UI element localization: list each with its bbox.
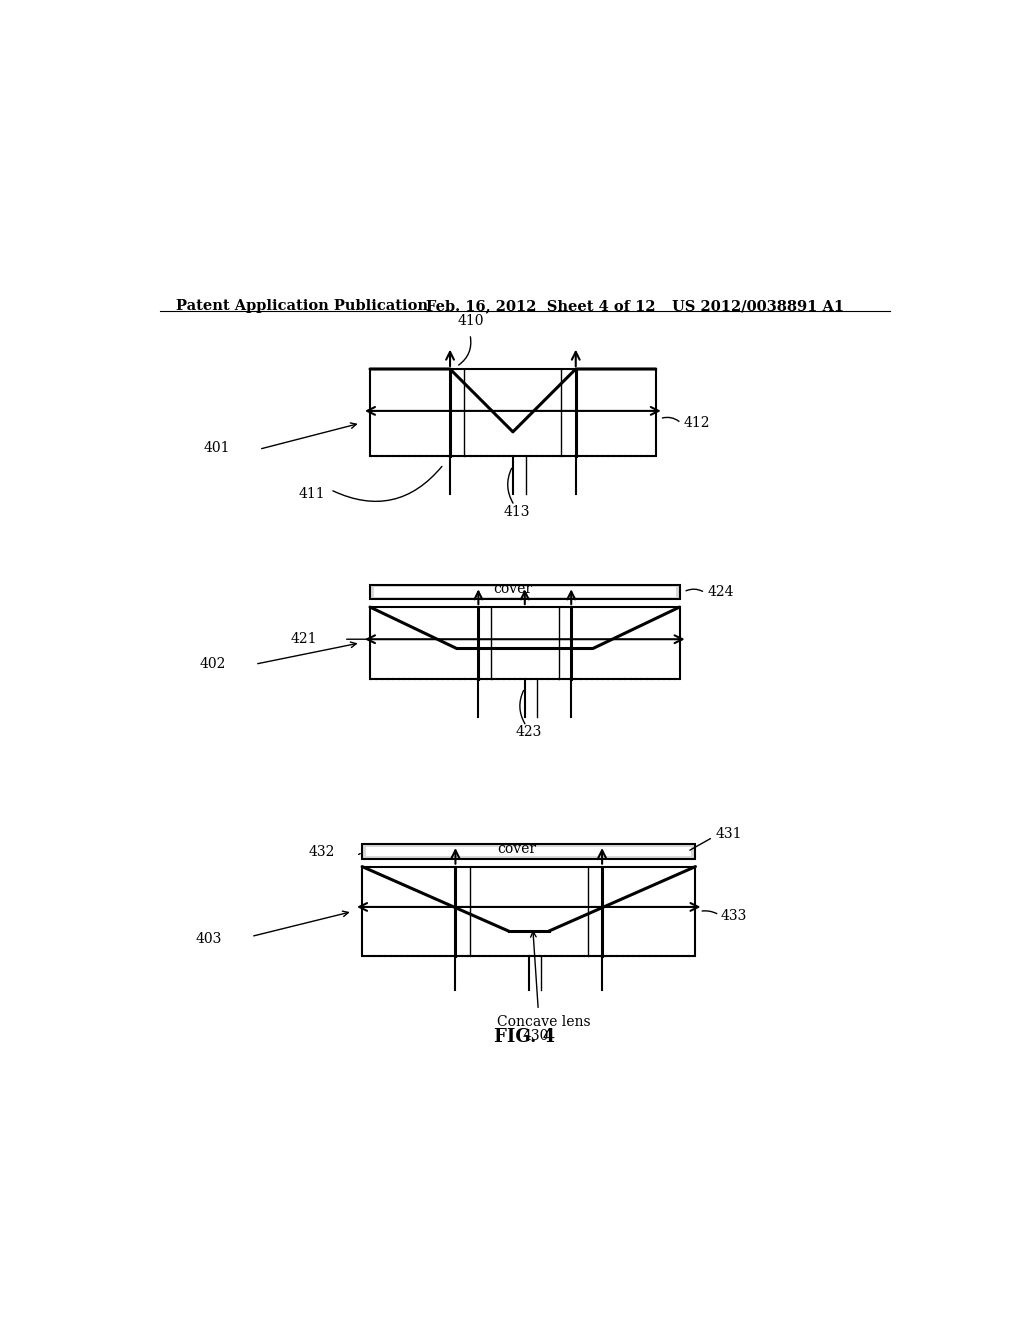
Text: 401: 401 xyxy=(204,441,230,455)
Text: US 2012/0038891 A1: US 2012/0038891 A1 xyxy=(672,300,844,313)
Text: Concave lens: Concave lens xyxy=(497,1015,591,1030)
Text: 403: 403 xyxy=(196,932,222,946)
Text: 413: 413 xyxy=(504,504,529,519)
Bar xyxy=(362,845,695,858)
Text: 423: 423 xyxy=(515,725,542,739)
Bar xyxy=(374,587,676,597)
Bar xyxy=(367,846,691,857)
Text: 431: 431 xyxy=(715,828,741,841)
Bar xyxy=(370,370,655,457)
Text: cover: cover xyxy=(497,842,537,855)
Text: 412: 412 xyxy=(684,416,710,430)
Text: 411: 411 xyxy=(299,487,326,502)
Text: FIG. 4: FIG. 4 xyxy=(495,1028,555,1047)
Text: 432: 432 xyxy=(308,845,335,858)
Text: 430: 430 xyxy=(522,1028,549,1043)
Text: 424: 424 xyxy=(708,585,734,599)
Text: 421: 421 xyxy=(291,632,317,647)
Bar xyxy=(370,607,680,678)
Text: 410: 410 xyxy=(458,314,484,329)
Text: 433: 433 xyxy=(721,909,748,923)
Bar xyxy=(370,585,680,599)
Bar xyxy=(362,867,695,956)
Text: Patent Application Publication: Patent Application Publication xyxy=(176,300,428,313)
Text: Feb. 16, 2012  Sheet 4 of 12: Feb. 16, 2012 Sheet 4 of 12 xyxy=(426,300,655,313)
Text: 402: 402 xyxy=(200,657,226,671)
Text: cover: cover xyxy=(494,582,532,597)
